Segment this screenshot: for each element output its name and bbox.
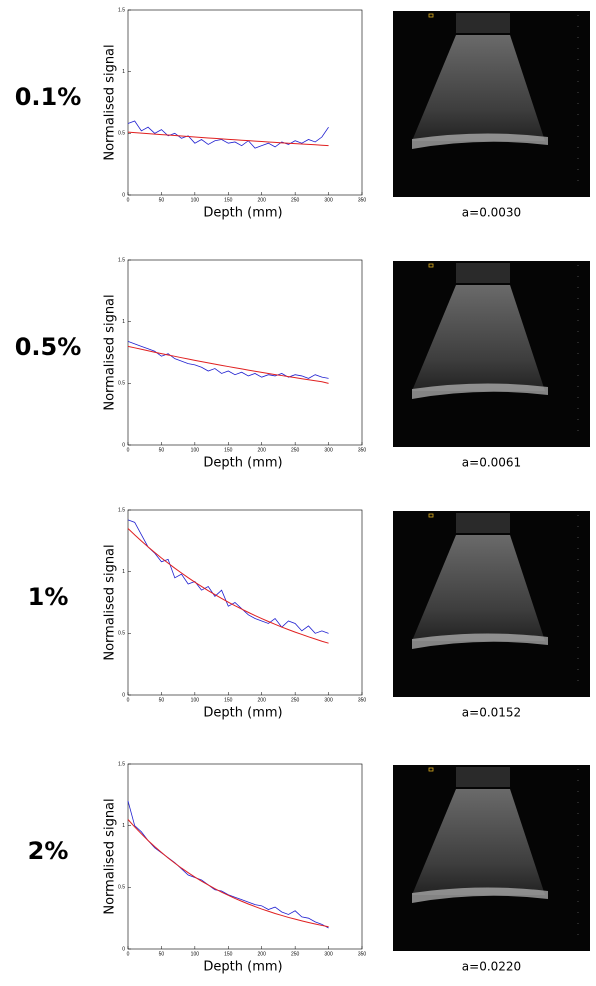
y-tick-label: 1.5 [118,7,125,13]
x-tick-label: 0 [127,697,130,703]
ultrasound-sector [412,535,545,641]
x-tick-label: 300 [324,447,333,453]
y-tick-label: 1 [122,569,125,575]
y-tick-label: 0 [122,946,125,952]
x-tick-label: 300 [324,197,333,203]
series-line [127,341,329,379]
ultrasound-echo-band [412,887,548,903]
caption: a=0.0030 [462,206,521,220]
ultrasound-marker [428,13,434,18]
series-line [127,528,329,644]
x-tick-label: 200 [258,951,267,957]
plot-frame [127,763,363,950]
row-label: 0.1% [15,83,82,111]
x-tick-label: 100 [191,951,200,957]
x-tick-label: 50 [159,197,165,203]
x-axis-label: Depth (mm) [203,706,282,721]
x-tick-label: 350 [358,447,367,453]
x-tick-label: 300 [324,697,333,703]
series-line [127,131,329,147]
ultrasound-marker [428,263,434,268]
caption: a=0.0220 [462,960,521,974]
x-tick-label: 150 [224,697,233,703]
x-tick-label: 250 [291,197,300,203]
x-tick-label: 250 [291,447,300,453]
x-axis-label: Depth (mm) [203,206,282,221]
y-axis-label: Normalised signal [103,798,118,914]
x-tick-label: 250 [291,951,300,957]
x-tick-label: 100 [191,447,200,453]
x-tick-label: 150 [224,447,233,453]
y-tick-label: 1 [122,319,125,325]
x-tick-label: 50 [159,447,165,453]
x-tick-label: 0 [127,951,130,957]
x-tick-label: 150 [224,951,233,957]
row-label: 0.5% [15,333,82,361]
ultrasound-marker [428,767,434,772]
ultrasound-echo-band [412,383,548,399]
ultrasound-sector [412,35,545,141]
y-tick-label: 1.5 [118,761,125,767]
y-tick-label: 0 [122,192,125,198]
y-tick-label: 0 [122,442,125,448]
caption: a=0.0061 [462,456,521,470]
x-axis-label: Depth (mm) [203,960,282,975]
y-axis-label: Normalised signal [103,544,118,660]
ultrasound-sector [412,789,545,895]
x-tick-label: 350 [358,951,367,957]
ultrasound-probe [456,767,510,787]
ultrasound-echo-band [412,133,548,149]
x-tick-label: 0 [127,197,130,203]
ultrasound-sector [412,285,545,391]
ultrasound-marker [428,513,434,518]
series-line [127,120,329,149]
x-tick-label: 300 [324,951,333,957]
x-tick-label: 200 [258,697,267,703]
ultrasound-probe [456,513,510,533]
x-tick-label: 50 [159,697,165,703]
y-tick-label: 1.5 [118,257,125,263]
series-line [127,819,329,928]
y-tick-label: 1.5 [118,507,125,513]
x-tick-label: 50 [159,951,165,957]
x-tick-label: 0 [127,447,130,453]
ultrasound-probe [456,263,510,283]
y-tick-label: 0.5 [118,631,125,637]
row-label: 2% [28,837,69,865]
x-tick-label: 200 [258,447,267,453]
y-tick-label: 0 [122,692,125,698]
row-label: 1% [28,583,69,611]
plot-frame [127,9,363,196]
y-tick-label: 1 [122,823,125,829]
x-tick-label: 350 [358,197,367,203]
series-line [127,519,329,634]
x-tick-label: 100 [191,197,200,203]
y-axis-label: Normalised signal [103,294,118,410]
x-tick-label: 350 [358,697,367,703]
y-tick-label: 0.5 [118,381,125,387]
plot-frame [127,509,363,696]
y-tick-label: 1 [122,69,125,75]
y-tick-label: 0.5 [118,131,125,137]
plot-frame [127,259,363,446]
x-tick-label: 250 [291,697,300,703]
y-axis-label: Normalised signal [103,44,118,160]
caption: a=0.0152 [462,706,521,720]
ultrasound-probe [456,13,510,33]
series-line [127,345,329,384]
x-tick-label: 100 [191,697,200,703]
y-tick-label: 0.5 [118,885,125,891]
ultrasound-echo-band [412,633,548,649]
x-tick-label: 200 [258,197,267,203]
x-axis-label: Depth (mm) [203,456,282,471]
x-tick-label: 150 [224,197,233,203]
